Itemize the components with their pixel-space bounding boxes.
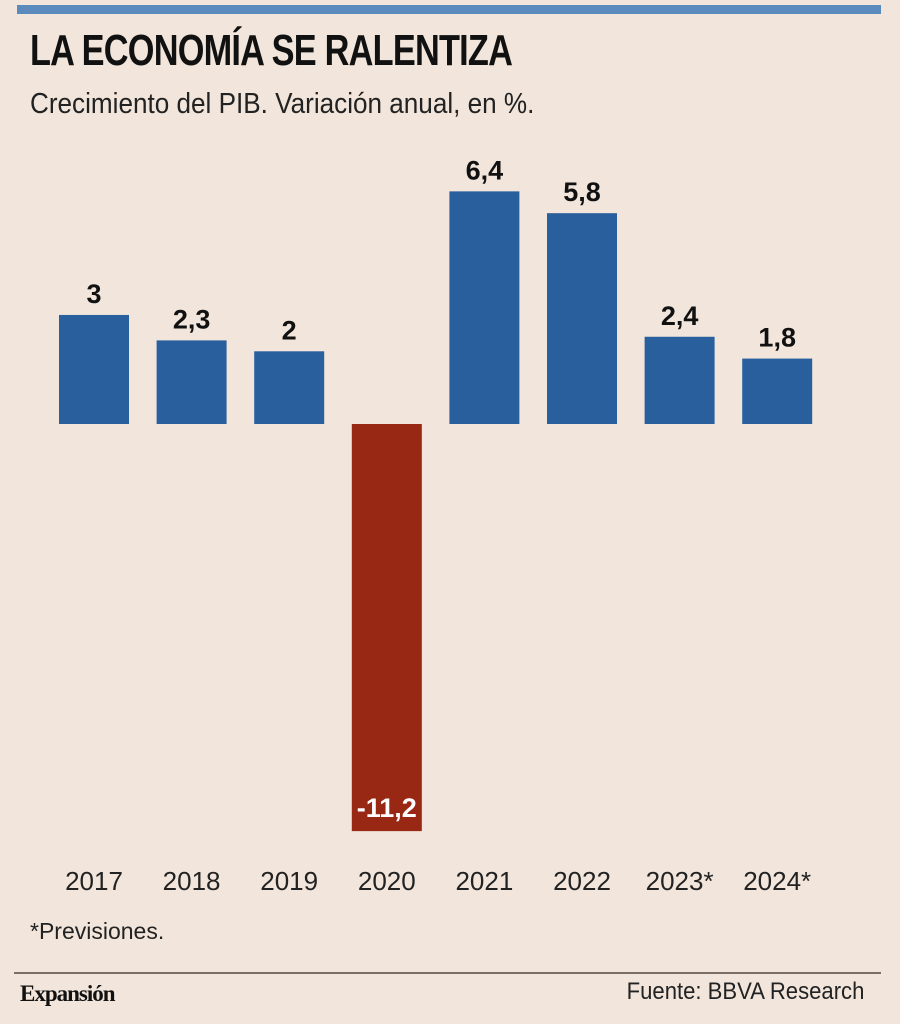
- data-label-2019: 2: [282, 315, 297, 345]
- data-label-2024: 1,8: [758, 323, 796, 353]
- bar-2017: [59, 314, 129, 424]
- footer-divider: [14, 972, 881, 974]
- x-tick-label-2021: 2021: [455, 866, 513, 896]
- data-label-2021: 6,4: [466, 155, 504, 185]
- bar-chart: 3 2017 2,3 2018 2 2019 -11,2 2020 6,4 2021 5,8 2022…: [59, 155, 813, 896]
- x-tick-label-2018: 2018: [163, 866, 221, 896]
- bar-2020: [351, 424, 422, 832]
- data-label-2020: -11,2: [357, 793, 417, 823]
- x-tick-label-2023: 2023*: [646, 866, 714, 896]
- x-tick-label-2020: 2020: [358, 866, 416, 896]
- header-accent-bar: [17, 5, 881, 14]
- bar-2022: [547, 213, 617, 424]
- data-label-2022: 5,8: [563, 177, 601, 207]
- data-label-2018: 2,3: [173, 304, 211, 334]
- chart-title: LA ECONOMÍA SE RALENTIZA: [30, 26, 513, 75]
- chart-subtitle: Crecimiento del PIB. Variación anual, en…: [30, 88, 535, 120]
- source-credit: Fuente: BBVA Research: [626, 978, 864, 1005]
- data-label-2023: 2,4: [661, 301, 699, 331]
- bar-2023: [644, 336, 715, 424]
- x-tick-label-2019: 2019: [260, 866, 318, 896]
- bar-2019: [254, 351, 325, 424]
- data-label-2017: 3: [86, 279, 101, 309]
- bar-2024: [742, 358, 813, 424]
- bar-2018: [156, 340, 227, 424]
- forecast-note: *Previsiones.: [30, 918, 165, 944]
- brand-logo: Expansión: [20, 981, 116, 1006]
- bar-2021: [449, 191, 520, 424]
- x-tick-label-2024: 2024*: [743, 866, 811, 896]
- x-tick-label-2017: 2017: [65, 866, 123, 896]
- x-tick-label-2022: 2022: [553, 866, 611, 896]
